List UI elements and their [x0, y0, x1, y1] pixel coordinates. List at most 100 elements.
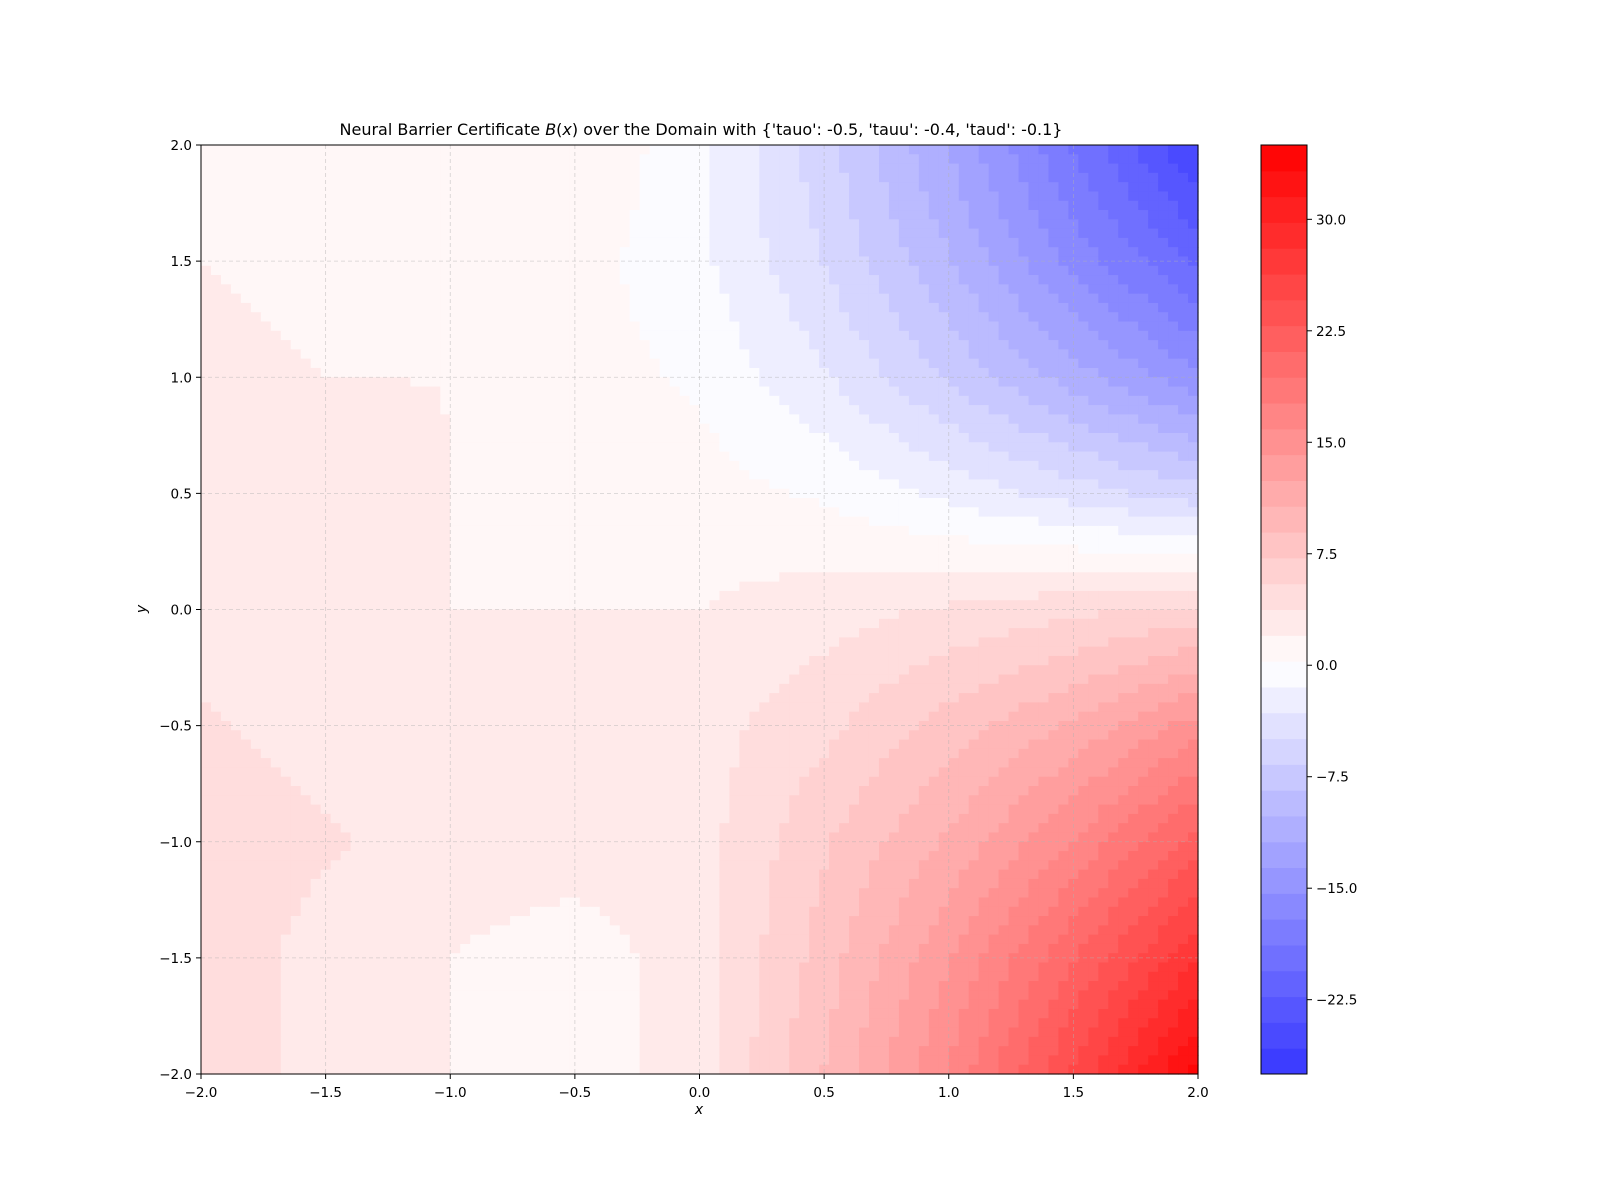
contour-cell	[799, 470, 810, 481]
contour-cell	[878, 200, 890, 211]
contour-cell	[839, 293, 850, 304]
contour-cell	[360, 525, 372, 536]
contour-cell	[928, 200, 940, 211]
contour-cell	[958, 228, 970, 239]
contour-cell	[1078, 414, 1089, 425]
contour-cell	[1008, 581, 1020, 592]
contour-cell	[1018, 349, 1030, 360]
contour-cell	[470, 349, 481, 360]
contour-cell	[1068, 432, 1079, 443]
contour-cell	[250, 525, 262, 536]
contour-cell	[220, 498, 232, 508]
contour-cell	[729, 172, 740, 183]
contour-cell	[849, 581, 860, 592]
contour-cell	[1078, 581, 1089, 592]
contour-cell	[958, 405, 970, 416]
contour-cell	[1068, 377, 1079, 388]
contour-cell	[1078, 516, 1089, 527]
contour-cell	[500, 460, 511, 471]
contour-cell	[270, 256, 282, 267]
contour-cell	[310, 321, 322, 332]
contour-cell	[500, 563, 511, 573]
contour-cell	[898, 581, 910, 592]
contour-cell	[709, 535, 721, 546]
contour-cell	[888, 442, 900, 453]
contour-cell	[201, 154, 212, 165]
contour-cell	[260, 600, 272, 611]
contour-cell	[639, 553, 651, 564]
contour-cell	[868, 386, 880, 397]
contour-cell	[320, 312, 332, 323]
contour-cell	[440, 275, 451, 285]
contour-cell	[1098, 256, 1109, 267]
contour-cell	[639, 330, 651, 341]
contour-cell	[719, 219, 731, 230]
contour-cell	[799, 442, 810, 453]
contour-cell	[1098, 210, 1109, 220]
contour-cell	[380, 302, 392, 313]
contour-cell	[430, 572, 441, 583]
contour-cell	[589, 516, 601, 527]
contour-cell	[340, 581, 352, 592]
contour-cell	[350, 367, 362, 378]
contour-cell	[380, 247, 392, 258]
contour-cell	[250, 182, 262, 193]
contour-cell	[679, 432, 691, 443]
contour-cell	[260, 377, 272, 388]
contour-cell	[480, 432, 491, 443]
contour-cell	[1098, 154, 1109, 165]
contour-cell	[898, 284, 910, 295]
contour-cell	[948, 358, 960, 369]
contour-cell	[689, 395, 701, 406]
contour-cell	[300, 293, 312, 304]
contour-cell	[859, 191, 870, 202]
contour-cell	[629, 340, 641, 350]
contour-cell	[878, 284, 890, 295]
contour-cell	[988, 349, 1000, 360]
contour-cell	[530, 349, 541, 360]
contour-cell	[1148, 423, 1159, 434]
contour-cell	[839, 154, 850, 165]
contour-cell	[908, 302, 920, 313]
contour-cell	[918, 470, 930, 481]
contour-cell	[958, 553, 970, 564]
contour-cell	[739, 432, 750, 443]
contour-cell	[290, 405, 302, 416]
contour-cell	[669, 210, 681, 220]
contour-cell	[599, 581, 611, 592]
contour-cell	[310, 247, 322, 258]
contour-cell	[1128, 330, 1139, 341]
contour-cell	[709, 423, 721, 434]
contour-cell	[719, 377, 731, 388]
contour-cell	[1158, 275, 1169, 285]
contour-cell	[699, 507, 711, 518]
contour-cell	[380, 581, 392, 592]
contour-cell	[230, 386, 242, 397]
contour-cell	[729, 590, 740, 601]
contour-cell	[839, 488, 850, 499]
contour-cell	[340, 498, 352, 508]
contour-cell	[340, 284, 352, 295]
contour-cell	[739, 256, 750, 267]
contour-cell	[719, 247, 731, 258]
contour-cell	[709, 442, 721, 453]
contour-cell	[559, 265, 571, 276]
contour-cell	[370, 432, 382, 443]
contour-cell	[878, 405, 890, 416]
contour-cell	[689, 219, 701, 230]
contour-cell	[510, 349, 521, 360]
contour-cell	[679, 470, 691, 481]
contour-cell	[1058, 460, 1069, 471]
contour-cell	[569, 600, 581, 611]
contour-cell	[739, 488, 750, 499]
contour-cell	[1038, 293, 1050, 304]
contour-cell	[1108, 414, 1119, 425]
contour-cell	[1098, 442, 1109, 453]
contour-cell	[300, 423, 312, 434]
contour-cell	[839, 600, 850, 611]
contour-cell	[1118, 312, 1129, 323]
contour-cell	[749, 460, 760, 471]
contour-cell	[330, 330, 342, 341]
contour-cell	[729, 312, 740, 323]
contour-cell	[201, 451, 212, 462]
